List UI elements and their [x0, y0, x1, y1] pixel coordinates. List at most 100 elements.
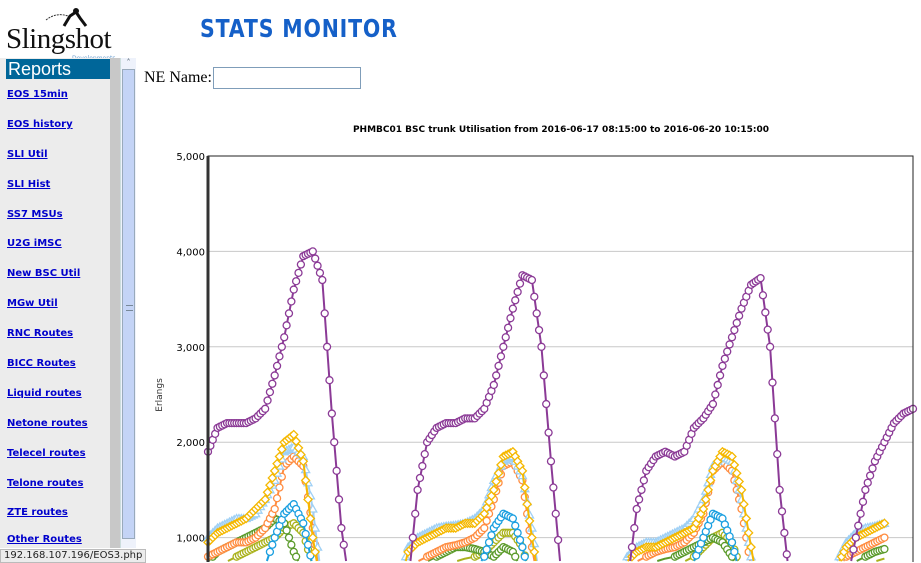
data-point	[275, 352, 284, 361]
sidebar-link-sli-hist[interactable]: SLI Hist	[7, 179, 51, 190]
y-tick-label: 2,000	[176, 438, 205, 449]
data-point	[775, 485, 784, 495]
scrollbar-thumb[interactable]	[122, 69, 135, 539]
data-point	[496, 459, 506, 470]
data-point	[415, 473, 425, 483]
data-point	[639, 476, 649, 485]
data-point	[519, 482, 530, 493]
data-point	[295, 449, 306, 460]
data-point	[482, 545, 491, 554]
ne-name-input[interactable]	[213, 67, 361, 89]
data-point	[727, 451, 737, 462]
data-point	[322, 342, 332, 351]
data-point	[732, 318, 741, 328]
page-title: STATS MONITOR	[200, 14, 398, 43]
data-point	[492, 371, 501, 380]
data-point	[284, 309, 294, 318]
sidebar-link-netone-routes[interactable]: Netone routes	[7, 418, 88, 429]
data-point	[532, 309, 541, 318]
sidebar-scrollbar[interactable]: ˄	[120, 58, 136, 548]
data-point	[274, 451, 285, 462]
data-point	[868, 464, 877, 473]
sidebar-link-new-bsc-util[interactable]: New BSC Util	[7, 268, 81, 279]
data-point	[508, 304, 518, 313]
data-point	[282, 526, 291, 535]
data-point	[537, 342, 546, 351]
data-point	[861, 485, 870, 495]
data-point	[526, 532, 537, 543]
data-point	[705, 475, 716, 486]
data-point	[634, 495, 644, 504]
data-point	[515, 535, 525, 545]
data-point	[299, 519, 308, 528]
data-point	[291, 436, 302, 447]
data-point	[551, 509, 560, 518]
data-point	[260, 494, 271, 505]
sidebar-link-mgw-util[interactable]: MGw Util	[7, 298, 58, 309]
series-s1	[203, 247, 918, 562]
data-point	[627, 542, 637, 552]
data-point	[301, 529, 310, 539]
sidebar-link-liquid-routes[interactable]: Liquid routes	[7, 388, 82, 399]
data-point	[418, 461, 427, 471]
data-point	[334, 495, 344, 504]
data-point	[761, 308, 770, 317]
data-point	[513, 287, 522, 297]
data-point	[298, 456, 309, 467]
sidebar-link-other-routes[interactable]: Other Routes	[7, 534, 82, 545]
data-point	[703, 484, 714, 495]
data-point	[265, 480, 275, 491]
sidebar-link-u2g-imsc[interactable]: U2G iMSC	[7, 238, 62, 249]
data-point	[511, 552, 520, 561]
data-point	[731, 468, 742, 479]
y-axis-label: Erlangs	[155, 378, 165, 412]
data-point	[269, 465, 280, 476]
sidebar-link-telone-routes[interactable]: Telone routes	[7, 478, 84, 489]
scroll-up-icon[interactable]: ˄	[126, 58, 131, 67]
data-point	[527, 275, 537, 285]
data-point	[493, 468, 504, 479]
sidebar-link-ss7-msus[interactable]: SS7 MSUs	[7, 209, 63, 220]
data-point	[303, 494, 313, 505]
data-point	[305, 513, 316, 524]
data-point	[727, 333, 737, 342]
data-point	[275, 483, 284, 492]
sidebar-link-eos-history[interactable]: EOS history	[7, 119, 73, 130]
y-tick-label: 4,000	[176, 247, 205, 258]
sidebar-link-bicc-routes[interactable]: BICC Routes	[7, 358, 76, 369]
data-point	[711, 390, 720, 399]
data-point	[549, 483, 558, 492]
sidebar-link-sli-util[interactable]: SLI Util	[7, 149, 48, 160]
data-point	[880, 544, 889, 554]
sidebar-link-zte-routes[interactable]: ZTE routes	[7, 507, 68, 518]
data-point	[263, 396, 272, 405]
data-point	[768, 378, 777, 387]
data-point	[708, 399, 718, 409]
data-point	[315, 268, 325, 278]
data-point	[265, 387, 275, 397]
data-point	[632, 504, 641, 514]
sidebar-link-rnc-routes[interactable]: RNC Routes	[7, 328, 74, 339]
data-point	[517, 465, 528, 476]
data-point	[499, 342, 508, 351]
sidebar-link-telecel-routes[interactable]: Telecel routes	[7, 448, 86, 459]
data-point	[496, 352, 506, 361]
data-point	[743, 527, 754, 538]
data-point	[272, 361, 282, 371]
data-point	[863, 478, 872, 487]
data-point	[300, 475, 311, 486]
data-point	[484, 538, 494, 547]
logo-text: Slingshot	[6, 23, 112, 55]
data-point	[311, 254, 320, 263]
data-point	[287, 297, 296, 306]
data-point	[522, 499, 533, 510]
data-point	[339, 540, 348, 549]
data-point	[270, 371, 279, 380]
data-point	[272, 494, 282, 503]
data-point	[282, 321, 291, 330]
y-tick-label: 3,000	[176, 343, 205, 354]
sidebar-link-eos-15min[interactable]: EOS 15min	[7, 89, 68, 100]
data-point	[276, 444, 287, 455]
data-point	[713, 380, 722, 390]
data-point	[637, 485, 646, 495]
